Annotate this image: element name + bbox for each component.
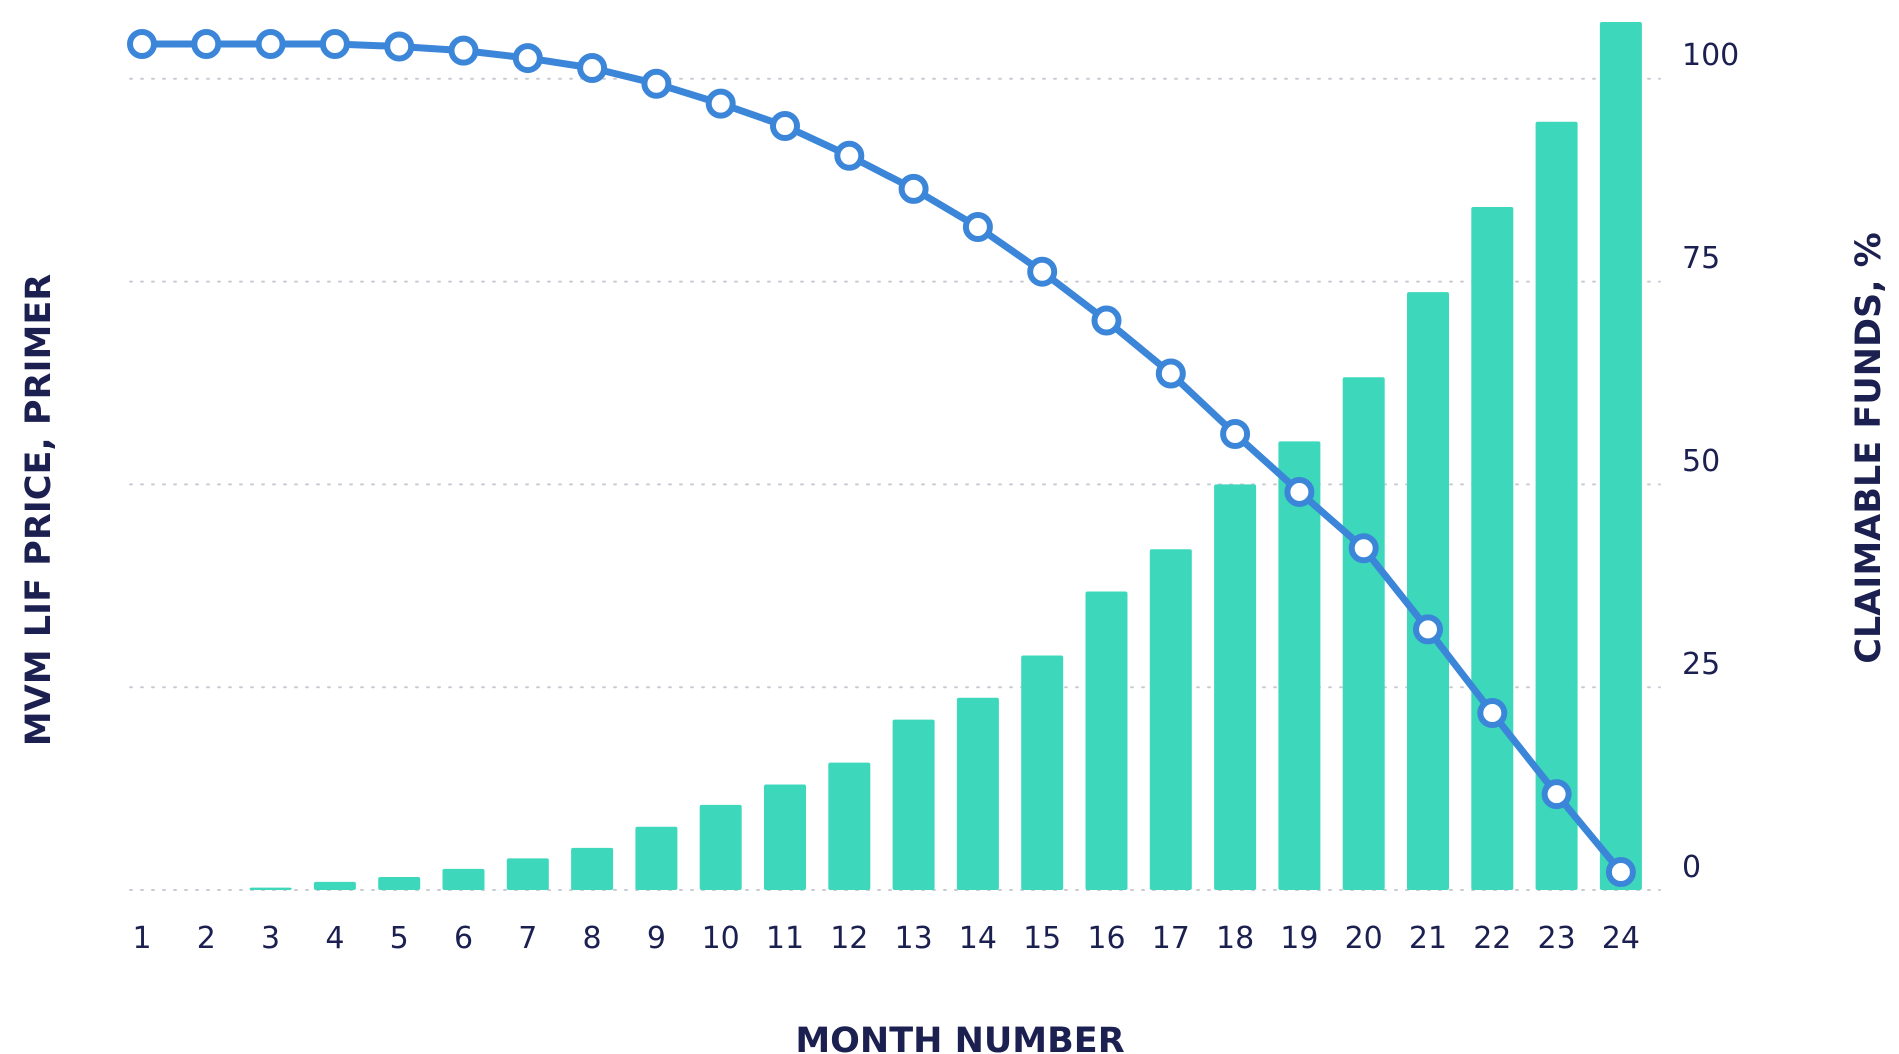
x-tick-20: 20 [1345, 921, 1383, 956]
claimable-funds-bars [249, 22, 1642, 891]
bar-month-11 [764, 784, 806, 890]
y-left-axis-title: MVM LIF PRICE, PRIMER [19, 274, 59, 746]
price-point-month-10 [705, 88, 736, 119]
y-right-tick-25: 25 [1682, 647, 1720, 682]
y-right-axis-ticks: 0 25 50 75 100 [1682, 38, 1739, 885]
bar-month-6 [442, 868, 485, 890]
x-tick-4: 4 [325, 921, 344, 956]
bar-month-12 [828, 762, 871, 890]
bar-month-21 [1407, 292, 1449, 890]
x-tick-23: 23 [1538, 921, 1576, 956]
price-point-month-23 [1541, 779, 1572, 810]
bar-month-3 [249, 887, 292, 890]
price-point-month-13 [898, 173, 929, 204]
price-point-month-11 [770, 110, 800, 141]
price-line-series [127, 29, 1636, 887]
x-tick-8: 8 [583, 921, 602, 956]
x-tick-19: 19 [1280, 921, 1318, 956]
x-tick-6: 6 [454, 921, 473, 956]
price-point-month-6 [448, 35, 479, 66]
price-point-month-7 [512, 43, 543, 74]
bar-month-20 [1342, 377, 1385, 891]
price-line [138, 40, 1625, 876]
price-point-month-5 [384, 31, 415, 62]
price-point-month-24 [1605, 857, 1636, 887]
price-point-month-22 [1477, 698, 1508, 729]
y-right-axis-title: CLAIMABLE FUNDS, % [1849, 232, 1889, 664]
price-point-month-16 [1091, 305, 1122, 336]
price-point-month-18 [1220, 418, 1251, 449]
bar-month-18 [1214, 484, 1257, 890]
price-point-month-9 [641, 68, 672, 99]
x-tick-11: 11 [766, 921, 804, 956]
x-tick-22: 22 [1473, 921, 1511, 956]
price-point-month-14 [962, 211, 993, 242]
bar-month-17 [1149, 549, 1192, 890]
x-tick-12: 12 [830, 921, 868, 956]
price-point-month-8 [577, 53, 608, 84]
bar-month-14 [956, 697, 999, 890]
x-tick-5: 5 [390, 921, 409, 956]
bar-month-22 [1471, 206, 1514, 890]
bar-month-9 [635, 826, 678, 890]
y-right-tick-75: 75 [1682, 241, 1720, 276]
x-tick-17: 17 [1152, 921, 1190, 956]
x-tick-24: 24 [1602, 921, 1640, 956]
bar-month-15 [1021, 655, 1064, 890]
y-right-tick-0: 0 [1682, 850, 1701, 885]
y-right-tick-50: 50 [1682, 444, 1720, 479]
x-tick-14: 14 [959, 921, 997, 956]
bar-month-5 [378, 877, 421, 890]
x-tick-1: 1 [132, 921, 151, 956]
x-axis-ticks: 1 2 3 4 5 6 7 8 9 10 11 12 13 14 15 16 17 18 19 20 21 22 23 24 [132, 921, 1640, 956]
bar-month-10 [699, 804, 742, 890]
bar-month-16 [1085, 591, 1128, 890]
price-point-month-1 [127, 29, 157, 59]
price-point-month-4 [319, 29, 350, 59]
price-point-month-15 [1027, 256, 1058, 287]
x-tick-16: 16 [1087, 921, 1125, 956]
y-right-tick-100: 100 [1682, 38, 1739, 73]
price-point-month-20 [1348, 533, 1379, 564]
bar-month-8 [571, 847, 614, 890]
x-tick-18: 18 [1216, 921, 1254, 956]
bar-month-23 [1535, 121, 1578, 891]
price-point-month-3 [255, 29, 286, 59]
price-point-month-17 [1155, 358, 1186, 389]
x-tick-3: 3 [261, 921, 280, 956]
x-tick-9: 9 [647, 921, 666, 956]
x-tick-7: 7 [518, 921, 537, 956]
x-tick-13: 13 [895, 921, 933, 956]
price-point-month-21 [1413, 614, 1443, 645]
bar-month-7 [506, 858, 549, 890]
price-point-month-19 [1284, 476, 1315, 507]
bar-month-13 [892, 719, 935, 890]
x-tick-10: 10 [702, 921, 740, 956]
x-tick-15: 15 [1023, 921, 1061, 956]
bar-month-19 [1278, 441, 1321, 890]
bar-month-24 [1599, 22, 1642, 890]
price-point-month-2 [191, 29, 222, 59]
x-tick-21: 21 [1409, 921, 1447, 956]
x-axis-title: MONTH NUMBER [795, 1021, 1124, 1054]
price-point-month-12 [834, 140, 865, 171]
x-tick-2: 2 [197, 921, 216, 956]
bar-month-4 [313, 881, 356, 890]
